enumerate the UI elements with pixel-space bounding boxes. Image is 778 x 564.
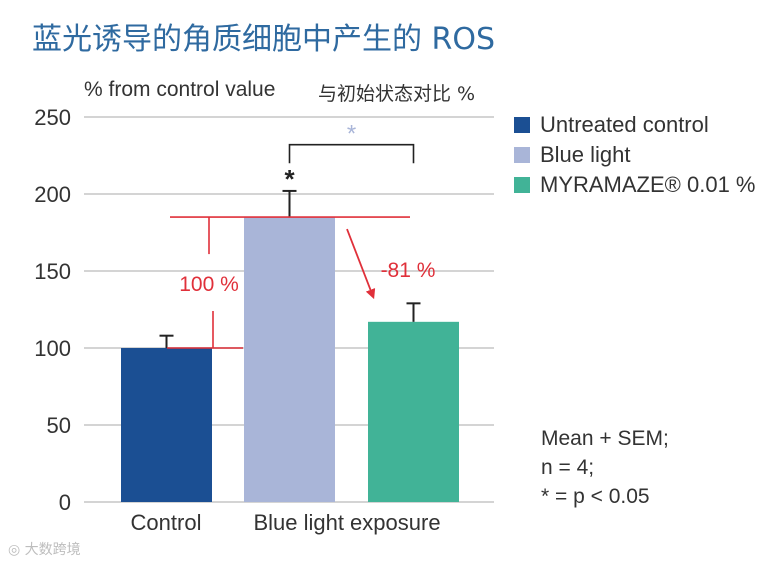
x-tick-label-0: Control xyxy=(131,510,202,535)
legend-label-untreated: Untreated control xyxy=(540,112,709,137)
watermark-icon: ◎ xyxy=(8,542,21,558)
significance-star-blue-light: * xyxy=(284,164,295,194)
stats-line-mean: Mean + SEM; xyxy=(541,427,669,450)
bar-2 xyxy=(368,321,459,502)
y-tick-label-250: 250 xyxy=(34,105,71,130)
y-tick-label-0: 0 xyxy=(59,490,71,515)
x-tick-labels: Control Blue light exposure xyxy=(131,510,441,535)
legend-item-blue-light: Blue light xyxy=(514,140,756,170)
significance-star-bracket: * xyxy=(347,121,356,148)
bar-0 xyxy=(121,348,212,502)
legend-swatch-blue-light xyxy=(514,147,530,163)
y-tick-label-200: 200 xyxy=(34,182,71,207)
legend: Untreated control Blue light MYRAMAZE® 0… xyxy=(514,110,756,200)
significance-bracket xyxy=(288,143,415,164)
y-tick-label-50: 50 xyxy=(47,413,71,438)
y-axis-label-cn: 与初始状态对比 % xyxy=(318,83,476,105)
chart-title: 蓝光诱导的角质细胞中产生的 ROS xyxy=(32,22,496,57)
stats-line-n: n = 4; xyxy=(541,456,595,479)
legend-swatch-myramaze xyxy=(514,177,530,193)
legend-swatch-untreated xyxy=(514,117,530,133)
y-axis-label: % from control value xyxy=(84,78,276,101)
bars xyxy=(121,189,459,502)
legend-label-myramaze: MYRAMAZE® 0.01 % xyxy=(540,172,756,197)
bar-1 xyxy=(244,217,335,502)
legend-label-blue-light: Blue light xyxy=(540,142,631,167)
stats-note: Mean + SEM; n = 4; * = p < 0.05 xyxy=(541,424,669,511)
stats-line-p: * = p < 0.05 xyxy=(541,485,650,508)
reduction-percent-label: -81 % xyxy=(381,259,436,282)
watermark-logo: ◎ 大数跨境 xyxy=(8,539,81,559)
y-tick-labels: 0 50 100 150 200 250 xyxy=(34,105,71,515)
legend-item-untreated: Untreated control xyxy=(514,110,756,140)
x-tick-label-1: Blue light exposure xyxy=(253,510,440,535)
baseline-percent-label: 100 % xyxy=(179,273,239,296)
legend-item-myramaze: MYRAMAZE® 0.01 % xyxy=(514,170,756,200)
reduction-arrow xyxy=(346,228,376,300)
y-tick-label-100: 100 xyxy=(34,336,71,361)
watermark-text: 大数跨境 xyxy=(24,542,81,558)
annotations: * * 100 % -81 % xyxy=(167,121,436,349)
y-tick-label-150: 150 xyxy=(34,259,71,284)
